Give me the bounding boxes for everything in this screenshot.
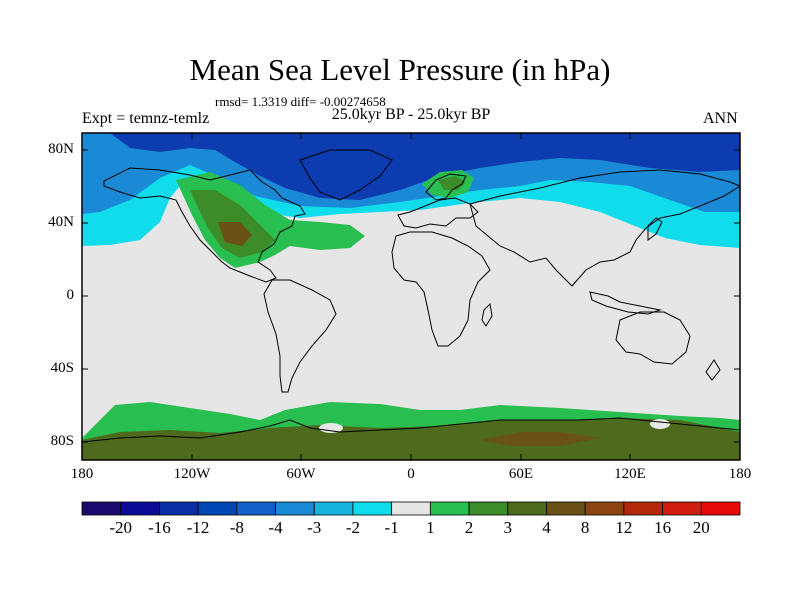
y-tick-label: 0	[66, 287, 75, 303]
season-label: ANN	[703, 110, 738, 127]
colorbar-box	[197, 501, 238, 516]
colorbar-box	[429, 501, 470, 516]
colorbar-label: 16	[654, 518, 672, 537]
colorbar-box	[81, 501, 122, 516]
colorbar-box	[584, 501, 625, 516]
coast-africa	[391, 231, 491, 347]
contour-olive-antarctica	[82, 418, 740, 460]
contour-light-spot-2	[650, 419, 670, 429]
x-tick-label: 120E	[614, 466, 646, 482]
contour-mid-green-scandinavia	[438, 176, 466, 190]
contour-brown-antarctica	[480, 432, 600, 446]
colorbar-box	[623, 501, 663, 516]
colorbar-box	[275, 501, 315, 516]
x-tick-label: 120W	[173, 466, 211, 482]
colorbar-box	[159, 501, 199, 516]
colorbar-label: -8	[229, 518, 244, 537]
coast-antarctica	[82, 417, 740, 443]
colorbar-box	[391, 501, 431, 516]
colorbar-label: 2	[464, 518, 474, 537]
colorbar-label: 8	[580, 518, 590, 537]
colorbar-label: 4	[542, 518, 551, 537]
y-tick-label: 80N	[48, 141, 74, 157]
pressure-field	[82, 133, 740, 460]
coast-australia	[615, 311, 691, 365]
colorbar-label: 1	[426, 518, 435, 537]
x-tick-label: 0	[407, 466, 415, 482]
colorbar-label: -3	[307, 518, 322, 537]
x-tick-label: 60E	[508, 466, 534, 482]
coast-asia	[469, 169, 740, 287]
colorbar-label: 12	[615, 518, 633, 537]
colorbar-box	[700, 501, 741, 516]
y-tick-label: 40N	[48, 214, 74, 230]
x-tick-label: 180	[728, 466, 752, 482]
chart-title: Mean Sea Level Pressure (in hPa)	[189, 52, 611, 87]
colorbar-label: -2	[345, 518, 361, 537]
x-tick-label: 60W	[286, 466, 316, 482]
colorbar-box	[120, 501, 160, 516]
coast-europe	[397, 197, 479, 229]
colorbar-label: 3	[503, 518, 513, 537]
colorbar-label: -20	[109, 518, 133, 537]
coast-south-america	[263, 279, 337, 393]
coast-scandinavia	[425, 173, 467, 201]
colorbar	[81, 501, 741, 516]
coastlines	[82, 149, 740, 443]
colorbar-box	[313, 501, 354, 516]
y-tick-label: 80S	[50, 433, 74, 449]
colorbar-box	[468, 501, 509, 516]
contour-dark-blue-north	[110, 133, 740, 200]
colorbar-label: -12	[186, 518, 210, 537]
colorbar-box	[662, 501, 702, 516]
experiment-label: Expt = temnz-temlz	[82, 110, 210, 127]
axis-ticks	[81, 133, 741, 460]
coast-madagascar	[481, 302, 493, 327]
x-tick-label: 180	[70, 466, 94, 482]
colorbar-label: -16	[148, 518, 171, 537]
coast-north-america	[103, 167, 306, 283]
y-tick-label: 40S	[50, 360, 74, 376]
colorbar-label: 20	[692, 518, 710, 537]
colorbar-box	[507, 501, 547, 516]
colorbar-label: -4	[268, 518, 283, 537]
contour-brown-north-america	[218, 222, 252, 246]
period-label: 25.0kyr BP - 25.0kyr BP	[331, 106, 491, 123]
colorbar-box	[236, 501, 276, 516]
coast-greenland	[299, 149, 393, 201]
coast-new-zealand	[705, 359, 721, 381]
stats-text: rmsd= 1.3319 diff= -0.00274658	[215, 94, 386, 109]
colorbar-box	[352, 501, 393, 516]
coast-japan	[647, 217, 663, 241]
colorbar-box	[546, 501, 586, 516]
colorbar-label: -1	[384, 518, 399, 537]
